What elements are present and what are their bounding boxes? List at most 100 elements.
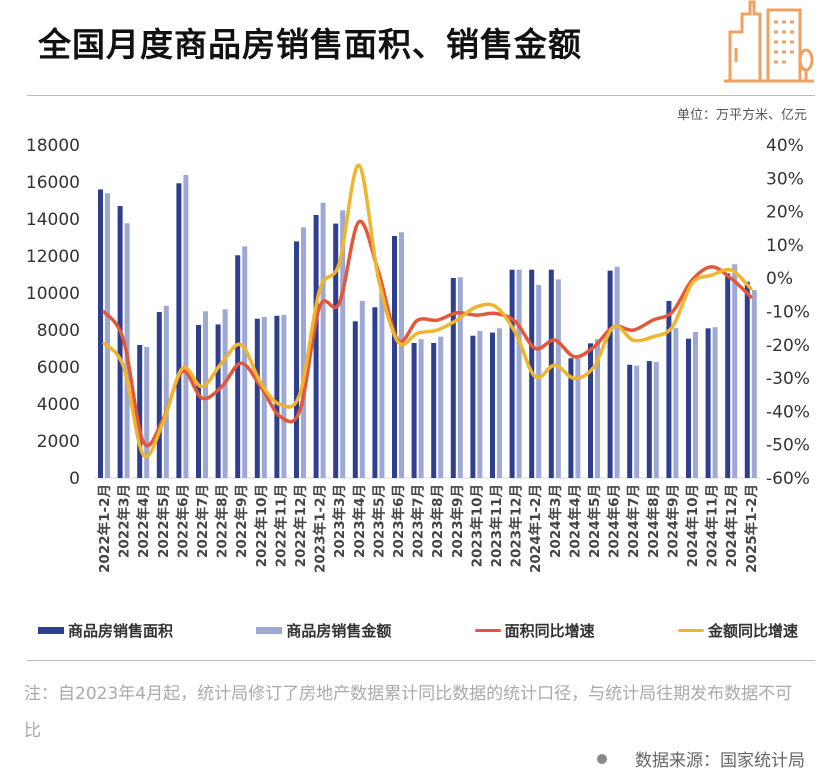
x-tick-label: 2024年12月 — [723, 484, 740, 567]
x-tick-label: 2024年10月 — [684, 484, 701, 567]
bar-area — [450, 278, 456, 478]
x-tick-label: 2023年7月 — [410, 484, 427, 558]
x-tick-label: 2022年3月 — [116, 484, 133, 558]
bar-amount — [536, 285, 542, 478]
right-tick-label: 20% — [766, 203, 804, 223]
bar-area — [137, 344, 143, 478]
bar-amount — [359, 300, 365, 478]
footnote: 注：自2023年4月起，统计局修订了房地产数据累计同比数据的统计口径，与统计局往… — [24, 684, 793, 741]
bar-amount — [751, 290, 757, 478]
x-tick-label: 2022年11月 — [272, 484, 289, 567]
legend: 商品房销售面积 商品房销售金额 面积同比增速 金额同比增速 — [38, 620, 798, 641]
footer-divider — [27, 660, 815, 661]
x-tick-label: 2022年12月 — [292, 484, 309, 567]
legend-swatch — [677, 629, 704, 632]
legend-swatch — [474, 629, 501, 632]
bar-amount — [261, 317, 267, 478]
right-tick-label: 10% — [766, 236, 804, 256]
x-tick-label: 2022年10月 — [253, 484, 270, 567]
x-tick-label: 2024年5月 — [586, 484, 603, 558]
bar-area — [392, 236, 397, 478]
legend-label: 金额同比增速 — [707, 622, 798, 640]
x-tick-label: 2022年5月 — [155, 484, 172, 558]
bar-area — [215, 324, 221, 478]
source: 数据来源：国家统计局 — [597, 746, 805, 771]
bar-area — [372, 307, 378, 478]
right-tick-label: -40% — [766, 402, 810, 422]
bar-area — [254, 318, 260, 478]
x-tick-label: 2024年4月 — [566, 484, 583, 558]
bar-area — [725, 273, 731, 478]
x-tick-label: 2023年11月 — [488, 484, 505, 567]
bar-amount — [340, 210, 346, 478]
bar-amount — [144, 347, 150, 478]
x-tick-label: 2023年8月 — [429, 484, 446, 558]
bar-amount — [242, 246, 248, 478]
bar-area — [431, 342, 437, 478]
right-tick-label: 40% — [766, 136, 804, 156]
x-tick-label: 2024年11月 — [704, 484, 721, 567]
x-tick-label: 2023年6月 — [390, 484, 407, 558]
right-tick-label: 0% — [766, 269, 793, 289]
bar-area — [470, 335, 476, 478]
bar-area — [686, 338, 691, 478]
building-icon — [724, 0, 814, 83]
bar-amount — [399, 232, 404, 478]
bar-amount — [438, 336, 444, 478]
bar-amount — [614, 266, 620, 478]
bar-area — [705, 328, 711, 478]
bar-area — [333, 223, 339, 478]
right-tick-label: -20% — [766, 336, 810, 356]
x-tick-label: 2023年3月 — [331, 484, 348, 558]
bar-amount — [595, 339, 600, 478]
x-tick-label: 2024年7月 — [625, 484, 642, 558]
bar-amount — [320, 202, 326, 478]
left-tick-label: 0 — [69, 469, 80, 489]
left-tick-label: 16000 — [26, 173, 80, 193]
bar-area — [294, 241, 299, 478]
bar-amount — [497, 328, 502, 478]
bar-amount — [281, 315, 287, 478]
bar-amount — [516, 269, 522, 478]
bar-area — [98, 189, 103, 478]
bar-amount — [693, 332, 698, 478]
bar-area — [156, 312, 162, 478]
bar-area — [490, 332, 495, 478]
bar-amount — [418, 339, 424, 478]
x-tick-label: 2024年8月 — [645, 484, 662, 558]
x-tick-label: 2023年12月 — [508, 484, 525, 567]
bar-amount — [183, 174, 189, 478]
bar-area — [588, 343, 593, 478]
bar-area — [274, 315, 280, 478]
bar-amount — [379, 289, 385, 478]
right-tick-label: -50% — [766, 436, 810, 456]
x-tick-label: 2024年6月 — [606, 484, 623, 558]
bar-amount — [457, 277, 463, 478]
bar-amount — [634, 365, 640, 478]
line-amount-yoy — [102, 163, 753, 459]
x-tick-label: 2022年1-2月 — [96, 484, 113, 573]
bar-amount — [555, 279, 561, 478]
x-tick-label: 2023年4月 — [351, 484, 368, 558]
bar-area — [627, 364, 633, 478]
legend-item-amount: 商品房销售金额 — [256, 620, 391, 641]
legend-item-area-yoy: 面积同比增速 — [474, 620, 595, 641]
x-tick-label: 2023年5月 — [370, 484, 387, 558]
source-label: 数据来源：国家统计局 — [635, 751, 805, 771]
left-tick-label: 10000 — [26, 284, 80, 304]
left-tick-label: 4000 — [37, 395, 80, 415]
left-tick-label: 6000 — [37, 358, 80, 378]
left-tick-label: 2000 — [37, 432, 80, 452]
bar-area — [744, 281, 750, 478]
x-tick-label: 2025年1-2月 — [743, 484, 760, 573]
bar-amount — [673, 328, 679, 478]
bar-area — [352, 321, 358, 478]
unit-label: 单位：万平方米、亿元 — [676, 108, 807, 123]
x-tick-label: 2022年9月 — [233, 484, 250, 558]
bar-amount — [575, 358, 581, 478]
bar-amount — [163, 305, 169, 478]
bar-area — [411, 342, 417, 478]
bar-area — [646, 361, 652, 478]
bar-area — [313, 214, 319, 478]
legend-item-amount-yoy: 金额同比增速 — [677, 620, 798, 641]
